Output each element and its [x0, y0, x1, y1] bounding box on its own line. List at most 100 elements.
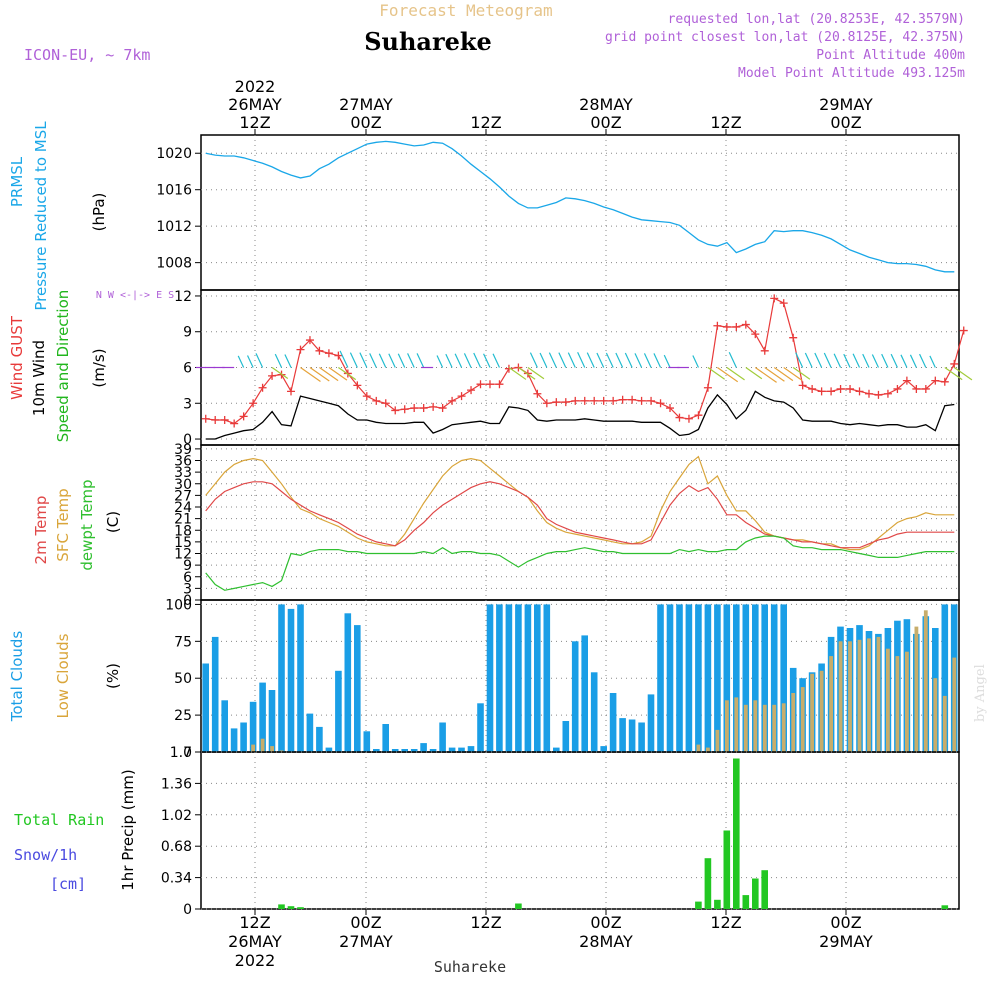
wind-direction-arrow — [929, 355, 936, 368]
y-tick-label: 21 — [174, 512, 192, 528]
total-cloud-bar — [553, 747, 560, 752]
low-cloud-bar — [251, 744, 255, 752]
label-total-clouds: Total Clouds — [8, 631, 26, 723]
total-cloud-bar — [202, 663, 209, 752]
gust-marker — [542, 399, 551, 408]
gust-marker — [268, 371, 277, 380]
total-cloud-bar — [609, 693, 617, 752]
wind-direction-arrow — [378, 353, 387, 368]
y-tick-label: 36 — [174, 454, 192, 470]
low-cloud-bar — [819, 670, 824, 752]
time-label-top: 29MAY — [819, 95, 873, 114]
gust-marker — [580, 396, 589, 405]
total-cloud-bar — [638, 722, 645, 752]
time-label-bottom: 12Z — [239, 913, 270, 932]
rain-bar — [287, 906, 295, 909]
gust-marker — [287, 387, 296, 396]
rain-bar — [742, 895, 750, 909]
total-cloud-bar — [515, 604, 522, 752]
label-2m-temp: 2m Temp — [32, 496, 50, 565]
y-tick-label: 50 — [174, 671, 192, 687]
gust-marker — [571, 396, 580, 405]
gust-marker — [400, 405, 409, 414]
gust-marker — [846, 384, 855, 393]
time-label-bottom: 12Z — [710, 913, 741, 932]
gust-marker — [666, 404, 675, 413]
y-tick-label: 0 — [183, 902, 192, 918]
total-cloud-bar — [211, 636, 219, 752]
wind-direction-arrow — [407, 353, 415, 368]
gust-marker — [296, 345, 305, 354]
wind-direction-arrow — [909, 354, 917, 368]
temp-2m-line — [205, 481, 955, 549]
time-label-bottom: 00Z — [350, 913, 381, 932]
rain-bar — [695, 901, 702, 909]
y-tick-label: 0 — [183, 745, 192, 761]
total-cloud-bar — [571, 641, 579, 752]
gust-marker — [817, 387, 826, 396]
credit-watermark: by Angel — [973, 664, 988, 722]
wind-direction-arrow — [764, 367, 785, 382]
total-cloud-bar — [354, 625, 361, 752]
y-tick-label: 0 — [183, 593, 192, 609]
rain-bar — [714, 899, 721, 909]
total-cloud-bar — [733, 604, 740, 752]
total-cloud-bar — [439, 722, 446, 752]
wind-direction-arrow — [388, 353, 396, 368]
total-cloud-bar — [325, 747, 333, 752]
wind-direction-arrow — [890, 353, 898, 368]
wind-direction-arrow — [823, 352, 832, 368]
y-axis-label-hpa: (hPa) — [90, 193, 108, 232]
gust-marker — [618, 395, 627, 404]
gust-marker — [637, 396, 646, 405]
panel-precip: 0 0.34 0.68 1.02 1.36 1.7 Total Rain Snow/1h [cm… — [14, 745, 960, 918]
y-axis-label-percent: (%) — [104, 663, 122, 689]
wind-direction-arrow — [871, 354, 880, 368]
wind-direction-arrow — [717, 367, 739, 383]
wind-direction-arrow — [328, 367, 348, 381]
label-total-rain: Total Rain — [14, 811, 104, 829]
panels: 1008 1012 1016 1020 PRMSL Pressure Reduced to… — [8, 121, 973, 918]
time-label-top: 28MAY — [579, 95, 633, 114]
requested-coords: requested lon,lat (20.8253E, 42.3579N) — [668, 12, 965, 27]
wind-direction-arrow — [473, 352, 482, 368]
wind-direction-arrow — [397, 353, 406, 368]
gust-marker — [770, 294, 779, 303]
rain-bar — [761, 870, 768, 909]
total-cloud-bar — [770, 604, 778, 752]
y-tick-label: 1016 — [156, 183, 192, 199]
wind-direction-arrow — [309, 367, 330, 382]
gust-marker — [675, 413, 684, 422]
gust-marker — [476, 380, 485, 389]
time-label-bottom: 12Z — [470, 913, 501, 932]
time-label-bottom: 29MAY — [819, 932, 873, 951]
total-cloud-bar — [676, 604, 683, 752]
total-cloud-bar — [505, 604, 513, 752]
y-tick-label: 100 — [165, 597, 192, 613]
wind-direction-arrow — [881, 353, 889, 368]
total-cloud-bar — [496, 604, 503, 752]
wind-direction-arrow — [586, 352, 595, 368]
y-tick-label: 12 — [174, 547, 192, 563]
dewpt-line — [205, 535, 955, 591]
wind-direction-arrow — [792, 367, 811, 380]
gust-marker — [779, 299, 788, 308]
wind-direction-arrow — [454, 353, 463, 368]
model-altitude: Model Point Altitude 493.125m — [738, 66, 965, 81]
gust-marker — [249, 399, 258, 408]
gust-marker — [324, 349, 333, 358]
total-cloud-bar — [714, 604, 721, 752]
low-cloud-bar — [923, 610, 928, 752]
wind-direction-arrow — [539, 352, 548, 368]
total-cloud-bar — [477, 703, 484, 752]
label-prmsl: PRMSL — [8, 156, 26, 207]
gust-marker — [940, 377, 949, 386]
wind-direction-arrow — [944, 367, 963, 381]
panel-clouds: 0 25 50 75 100 Total Clouds Low Clouds (%) — [8, 597, 960, 761]
wind-direction-arrow — [527, 367, 545, 380]
wind-direction-arrow — [416, 353, 425, 368]
gust-marker — [495, 380, 504, 389]
